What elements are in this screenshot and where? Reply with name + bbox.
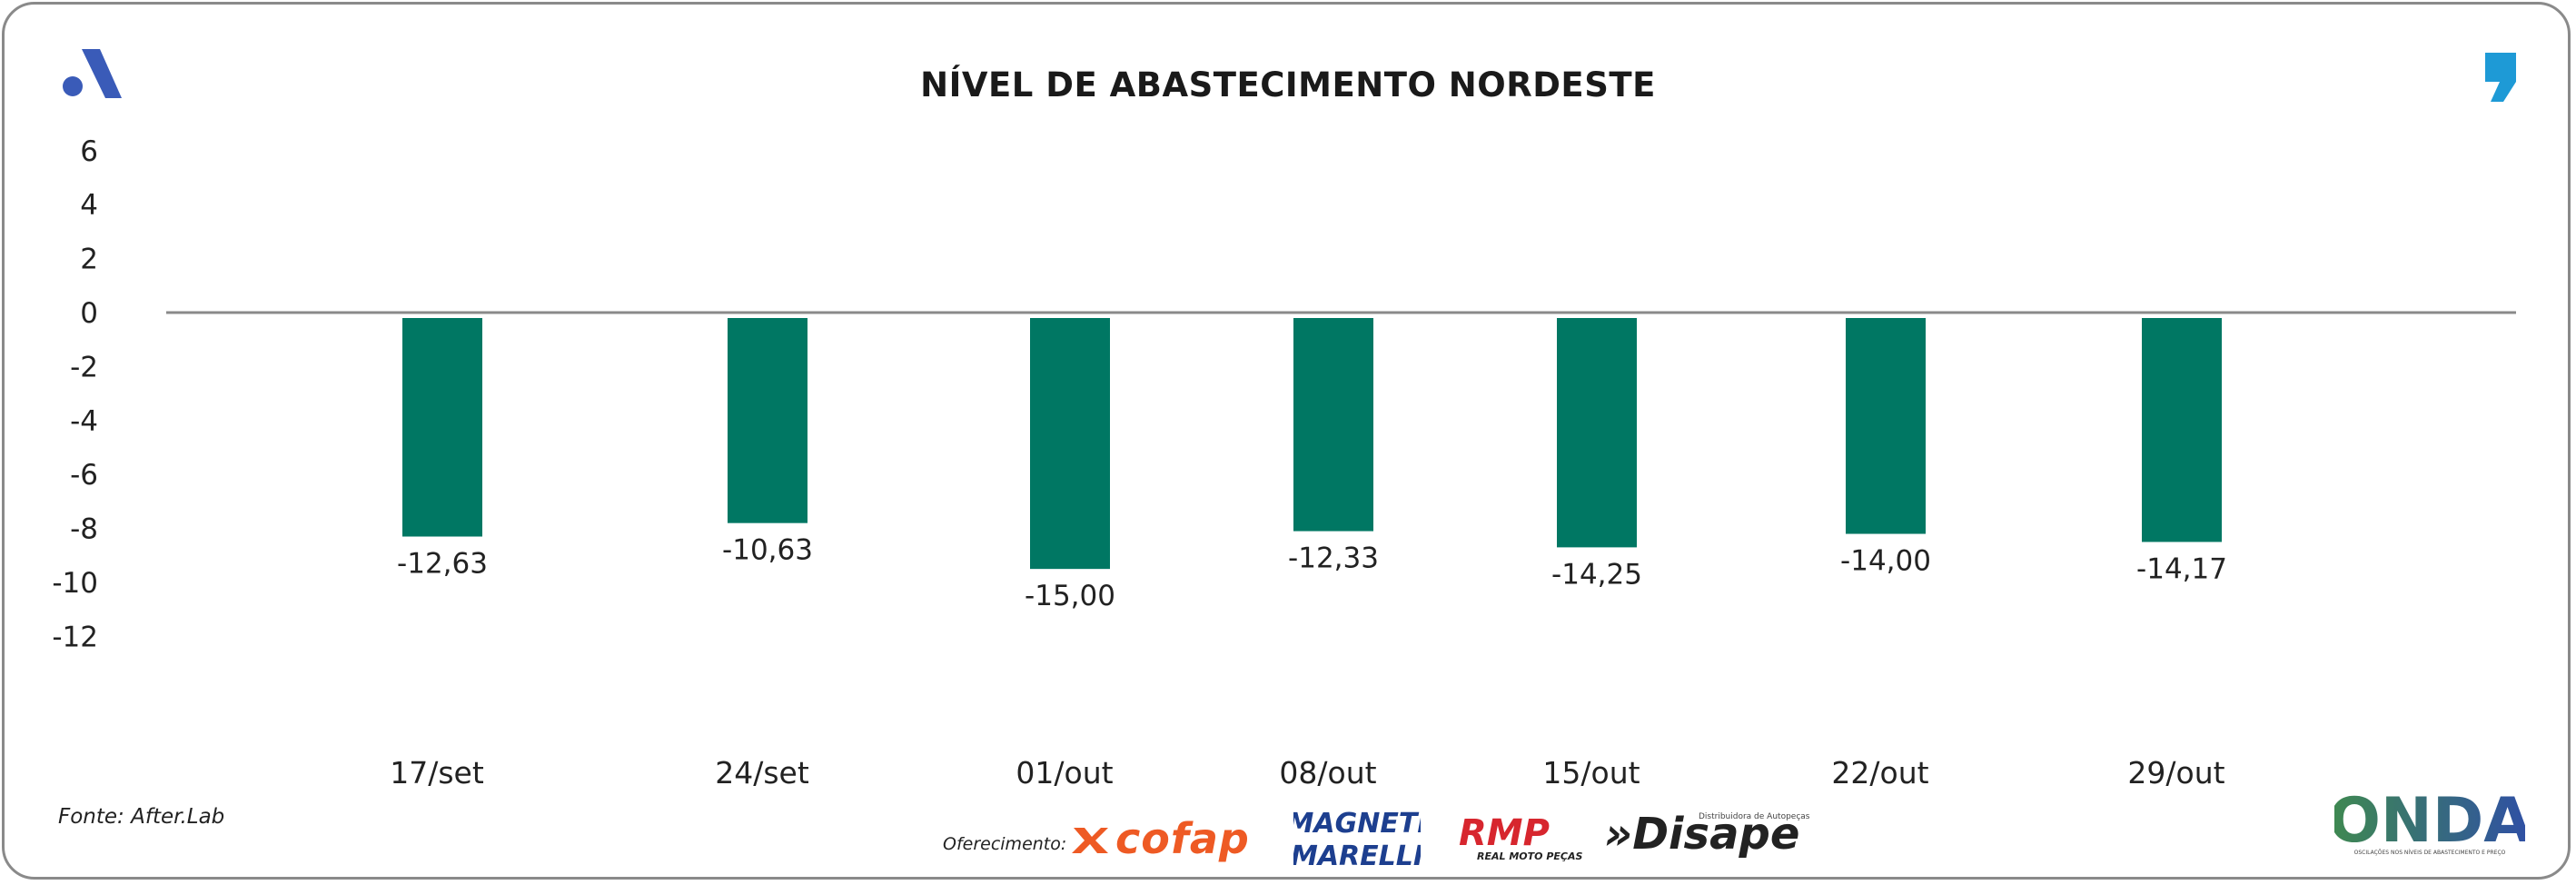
bar-value-label: -14,25 [1551, 558, 1642, 591]
cofap-x-icon [1072, 828, 1108, 853]
onda-text: ONDA [2334, 787, 2525, 857]
x-tick-label: 29/out [2127, 755, 2224, 791]
bar-value-label: -12,63 [397, 548, 488, 581]
y-tick-label: -6 [70, 459, 98, 492]
sponsor-label: Oferecimento: [943, 834, 1067, 854]
bar [1293, 318, 1373, 532]
bar [1846, 318, 1926, 534]
rmp-subtext: REAL MOTO PEÇAS [1477, 850, 1582, 862]
x-tick-label: 22/out [1831, 755, 1928, 791]
source-note: Fonte: After.Lab [58, 805, 225, 829]
onda-subtext: OSCILAÇÕES NOS NÍVEIS DE ABASTECIMENTO E… [2354, 850, 2506, 856]
x-tick-label: 01/out [1016, 755, 1113, 791]
bar [1030, 318, 1110, 570]
x-tick-label: 17/set [390, 755, 484, 791]
rmp-logo: RMP REAL MOTO PEÇAS [1459, 812, 1582, 862]
bar-value-label: -14,00 [1840, 545, 1931, 578]
quote-mark-icon [2485, 53, 2516, 102]
magneti-line1: MAGNETI [1293, 808, 1421, 840]
x-axis-ticks: 17/set 24/set 01/out 08/out 15/out 22/out 29/o… [390, 755, 2224, 791]
y-tick-label: 2 [80, 244, 98, 276]
y-tick-label: -4 [70, 405, 98, 438]
y-tick-label: 4 [80, 189, 98, 222]
x-tick-label: 24/set [715, 755, 809, 791]
disape-logo: »Disape [1604, 809, 1800, 860]
y-axis-ticks: 6 4 2 0 -2 -4 -6 -8 -10 -12 [52, 135, 98, 654]
bar [402, 318, 482, 537]
bars [402, 318, 2222, 570]
x-tick-label: 08/out [1279, 755, 1376, 791]
y-tick-label: -10 [52, 567, 98, 600]
chart-title: NÍVEL DE ABASTECIMENTO NORDESTE [920, 65, 1656, 104]
cofap-text: cofap [1115, 814, 1250, 863]
bar-value-label: -14,17 [2136, 552, 2227, 585]
y-tick-label: -2 [70, 351, 98, 383]
y-tick-label: -8 [70, 513, 98, 546]
cofap-logo: cofap [1072, 814, 1250, 863]
disape-subtext: Distribuidora de Autopeças [1699, 812, 1810, 821]
rmp-text: RMP [1459, 812, 1550, 854]
bar-value-label: -12,33 [1288, 542, 1379, 575]
y-tick-label: 0 [80, 297, 98, 330]
bar [1557, 318, 1637, 548]
bar-value-label: -15,00 [1025, 580, 1115, 612]
x-tick-label: 15/out [1542, 755, 1640, 791]
bar [728, 318, 807, 523]
onda-logo: ONDA OSCILAÇÕES NOS NÍVEIS DE ABASTECIME… [2334, 787, 2525, 857]
bar [2142, 318, 2222, 542]
y-tick-label: 6 [80, 135, 98, 168]
data-labels: -12,63 -10,63 -15,00 -12,33 -14,25 -14,00 -14,… [397, 534, 2227, 612]
magneti-line2: MARELLI [1293, 840, 1421, 870]
brand-a-icon [63, 49, 122, 98]
bar-value-label: -10,63 [722, 534, 813, 567]
magneti-marelli-logo: MAGNETI MARELLI [1293, 808, 1421, 870]
y-tick-label: -12 [52, 621, 98, 653]
